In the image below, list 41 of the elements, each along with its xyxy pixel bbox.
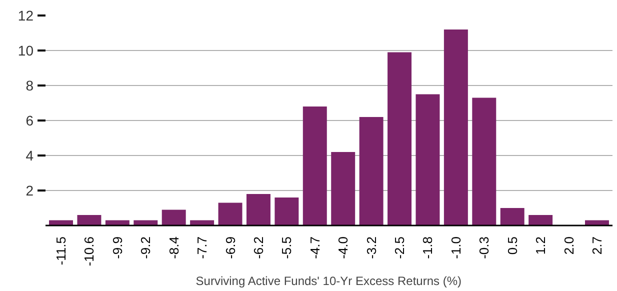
bar [77,215,102,226]
bar [359,117,384,226]
y-tick-label: 6 [26,112,34,128]
x-tick-label: -6.2 [250,236,266,259]
x-tick-label: -6.9 [222,236,238,259]
bar [246,194,270,226]
bar [302,106,327,226]
bar [331,152,356,226]
x-tick-label: -4.7 [307,236,322,259]
x-tick-label: -0.3 [476,236,492,259]
x-tick-label: -9.2 [138,236,154,259]
bar [218,202,242,226]
bar [500,208,524,226]
bar [162,210,186,226]
x-tick-label: 1.2 [533,236,548,255]
x-tick-label: -10.6 [82,236,97,266]
x-tick-label: -7.7 [194,236,210,259]
y-tick-label: 4 [26,148,34,164]
bar [444,30,468,226]
x-tick-label: 0.5 [504,236,520,255]
x-tick-label: -1.8 [420,236,436,259]
x-tick-label: -1.0 [448,236,464,259]
x-tick-label: -5.5 [279,236,294,259]
bar [472,98,496,226]
x-tick-label: -2.5 [392,236,408,259]
x-tick-label: -11.5 [54,236,69,266]
x-tick-label: -8.4 [166,236,182,259]
bar [416,94,440,226]
bar [388,52,412,226]
x-tick-label: -9.9 [110,236,125,259]
x-tick-label: 2.0 [561,236,576,255]
bar [528,215,553,226]
y-tick-label: 10 [18,42,34,58]
y-tick-label: 2 [26,182,34,198]
y-tick-label: 12 [18,8,34,24]
y-tick-label: 8 [26,78,34,94]
x-tick-label: -3.2 [364,236,379,259]
x-tick-label: 2.7 [589,236,604,255]
x-tick-label: -4.0 [336,236,351,259]
x-axis-title: Surviving Active Funds' 10-Yr Excess Returns (%) [196,274,462,288]
bar [274,198,299,226]
